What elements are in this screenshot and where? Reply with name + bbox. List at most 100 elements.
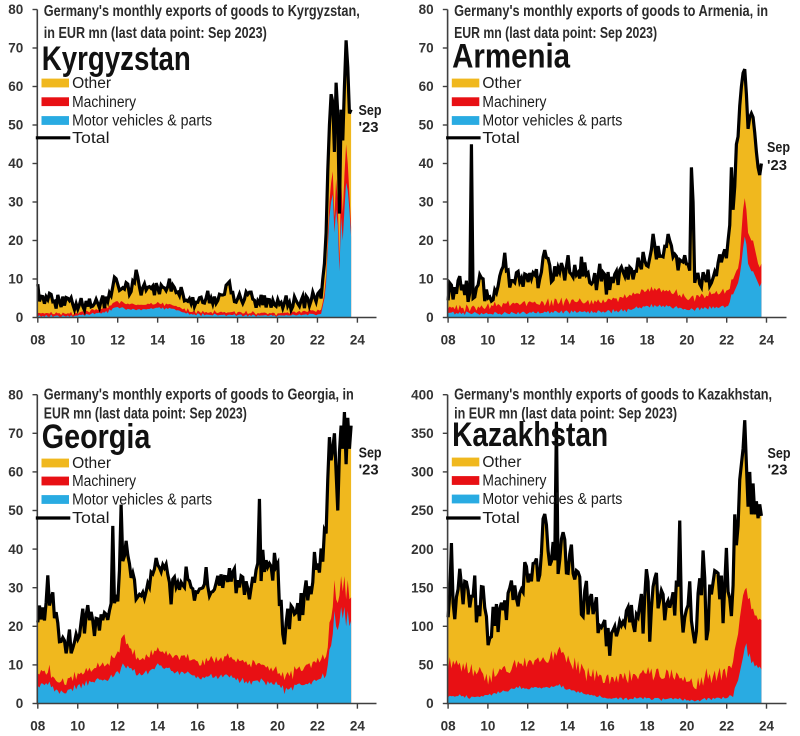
svg-text:24: 24 bbox=[759, 333, 775, 348]
svg-text:08: 08 bbox=[30, 333, 46, 348]
svg-text:70: 70 bbox=[419, 41, 434, 56]
svg-text:50: 50 bbox=[419, 658, 434, 673]
svg-text:20: 20 bbox=[679, 333, 694, 348]
svg-text:10: 10 bbox=[8, 272, 23, 287]
svg-text:250: 250 bbox=[411, 503, 434, 518]
svg-text:Germany's monthly exports of g: Germany's monthly exports of goods to Ky… bbox=[44, 3, 360, 20]
svg-text:Machinery: Machinery bbox=[72, 94, 136, 111]
svg-text:0: 0 bbox=[16, 310, 24, 325]
svg-text:22: 22 bbox=[310, 333, 325, 348]
svg-text:12: 12 bbox=[520, 719, 535, 734]
svg-text:30: 30 bbox=[419, 195, 434, 210]
svg-text:300: 300 bbox=[411, 465, 434, 480]
svg-text:'23: '23 bbox=[768, 462, 788, 479]
svg-text:08: 08 bbox=[441, 719, 457, 734]
svg-text:08: 08 bbox=[30, 719, 46, 734]
svg-text:30: 30 bbox=[8, 195, 23, 210]
svg-text:50: 50 bbox=[419, 118, 434, 133]
svg-text:70: 70 bbox=[8, 426, 23, 441]
svg-text:22: 22 bbox=[310, 719, 325, 734]
svg-text:Germany's monthly exports of g: Germany's monthly exports of goods to Ge… bbox=[44, 387, 354, 404]
svg-text:Motor vehicles & parts: Motor vehicles & parts bbox=[72, 113, 212, 130]
svg-text:30: 30 bbox=[8, 580, 23, 595]
svg-text:Motor vehicles & parts: Motor vehicles & parts bbox=[482, 113, 622, 130]
svg-text:10: 10 bbox=[480, 719, 495, 734]
svg-text:Total: Total bbox=[72, 510, 110, 527]
svg-text:in EUR mn (last data point: Se: in EUR mn (last data point: Sep 2023) bbox=[454, 406, 677, 423]
svg-text:16: 16 bbox=[190, 719, 206, 734]
svg-text:Sep: Sep bbox=[359, 102, 382, 119]
svg-text:24: 24 bbox=[350, 333, 366, 348]
svg-text:20: 20 bbox=[8, 233, 23, 248]
svg-text:60: 60 bbox=[8, 79, 23, 94]
svg-text:Other: Other bbox=[72, 75, 111, 92]
svg-text:Other: Other bbox=[72, 455, 111, 472]
svg-text:100: 100 bbox=[411, 619, 434, 634]
svg-text:Motor vehicles & parts: Motor vehicles & parts bbox=[482, 491, 622, 508]
svg-text:Machinery: Machinery bbox=[482, 94, 546, 111]
svg-text:12: 12 bbox=[110, 719, 125, 734]
svg-text:14: 14 bbox=[150, 333, 166, 348]
svg-text:20: 20 bbox=[679, 719, 694, 734]
svg-text:'23: '23 bbox=[359, 119, 379, 136]
svg-text:Total: Total bbox=[482, 510, 520, 527]
svg-text:14: 14 bbox=[560, 719, 576, 734]
svg-text:50: 50 bbox=[8, 118, 23, 133]
svg-text:80: 80 bbox=[8, 387, 23, 402]
svg-text:80: 80 bbox=[8, 2, 23, 17]
svg-text:50: 50 bbox=[8, 503, 23, 518]
svg-text:18: 18 bbox=[640, 333, 656, 348]
svg-text:16: 16 bbox=[190, 333, 206, 348]
svg-text:60: 60 bbox=[8, 465, 23, 480]
svg-text:0: 0 bbox=[426, 310, 434, 325]
svg-text:40: 40 bbox=[419, 156, 434, 171]
svg-text:Kyrgyzstan: Kyrgyzstan bbox=[42, 40, 191, 78]
svg-text:Motor vehicles & parts: Motor vehicles & parts bbox=[72, 492, 212, 509]
svg-text:12: 12 bbox=[520, 333, 535, 348]
svg-text:Sep: Sep bbox=[359, 445, 382, 462]
svg-text:14: 14 bbox=[150, 719, 166, 734]
svg-text:08: 08 bbox=[441, 333, 457, 348]
svg-text:20: 20 bbox=[270, 333, 285, 348]
svg-text:Other: Other bbox=[482, 75, 521, 92]
svg-text:Germany's monthly exports of g: Germany's monthly exports of goods to Ka… bbox=[454, 387, 772, 404]
svg-text:40: 40 bbox=[8, 156, 23, 171]
svg-text:0: 0 bbox=[16, 696, 24, 711]
svg-text:16: 16 bbox=[600, 333, 616, 348]
svg-text:60: 60 bbox=[419, 79, 434, 94]
svg-text:22: 22 bbox=[719, 719, 734, 734]
svg-text:Germany's monthly exports of g: Germany's monthly exports of goods to Ar… bbox=[454, 3, 768, 20]
svg-text:400: 400 bbox=[411, 387, 434, 402]
svg-text:70: 70 bbox=[8, 41, 23, 56]
svg-text:150: 150 bbox=[411, 580, 434, 595]
svg-text:Sep: Sep bbox=[768, 445, 791, 462]
svg-text:18: 18 bbox=[640, 719, 656, 734]
svg-text:'23: '23 bbox=[767, 157, 787, 174]
svg-text:10: 10 bbox=[419, 272, 434, 287]
svg-text:in EUR mn (last data point: Se: in EUR mn (last data point: Sep 2023) bbox=[44, 25, 267, 42]
svg-text:20: 20 bbox=[419, 233, 434, 248]
svg-text:24: 24 bbox=[350, 719, 366, 734]
svg-text:40: 40 bbox=[8, 542, 23, 557]
svg-text:14: 14 bbox=[560, 333, 576, 348]
svg-text:EUR mn (last data point: Sep 2: EUR mn (last data point: Sep 2023) bbox=[44, 406, 247, 423]
svg-text:350: 350 bbox=[411, 426, 434, 441]
svg-text:24: 24 bbox=[759, 719, 775, 734]
svg-text:20: 20 bbox=[8, 619, 23, 634]
svg-text:10: 10 bbox=[480, 333, 495, 348]
svg-text:16: 16 bbox=[600, 719, 616, 734]
svg-text:Machinery: Machinery bbox=[72, 473, 136, 490]
svg-text:Machinery: Machinery bbox=[482, 473, 546, 490]
svg-text:Sep: Sep bbox=[767, 139, 790, 156]
svg-text:18: 18 bbox=[230, 333, 246, 348]
svg-text:80: 80 bbox=[419, 2, 434, 17]
svg-text:10: 10 bbox=[70, 719, 85, 734]
svg-text:10: 10 bbox=[8, 658, 23, 673]
svg-text:20: 20 bbox=[270, 719, 285, 734]
svg-text:Total: Total bbox=[482, 130, 520, 147]
svg-text:18: 18 bbox=[230, 719, 246, 734]
svg-text:Armenia: Armenia bbox=[452, 38, 571, 76]
svg-text:Other: Other bbox=[482, 454, 521, 471]
svg-text:0: 0 bbox=[426, 696, 434, 711]
svg-text:'23: '23 bbox=[359, 462, 379, 479]
